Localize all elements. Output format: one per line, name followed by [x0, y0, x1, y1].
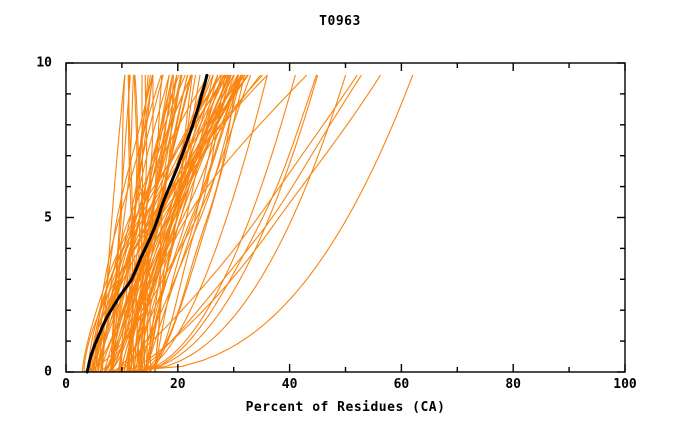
- y-tick-label-10: 10: [36, 55, 52, 71]
- prediction-curve: [134, 74, 362, 373]
- prediction-curve: [144, 74, 223, 373]
- prediction-curve-outlier: [138, 74, 268, 373]
- x-axis-label: Percent of Residues (CA): [245, 400, 446, 415]
- x-tick-label-20: 20: [169, 377, 186, 392]
- prediction-curve: [100, 74, 263, 373]
- x-tick-label-80: 80: [505, 377, 522, 392]
- prediction-curve: [138, 74, 239, 373]
- prediction-curve: [149, 74, 246, 373]
- prediction-curve: [126, 74, 149, 373]
- prediction-curve: [127, 74, 135, 373]
- axes-layer: [65, 62, 626, 373]
- prediction-curve: [111, 74, 219, 373]
- prediction-curve-outlier: [115, 74, 414, 373]
- prediction-curve: [124, 74, 381, 373]
- prediction-curve: [111, 74, 358, 373]
- prediction-curve: [154, 74, 243, 373]
- x-tick-label-0: 0: [62, 377, 70, 392]
- y-tick-label-0: 0: [44, 364, 52, 380]
- median-curve: [85, 73, 209, 374]
- prediction-curve-outlier: [126, 74, 319, 373]
- prediction-curve-outlier: [124, 74, 347, 373]
- y-tick-label-5: 5: [44, 210, 52, 225]
- prediction-curve: [91, 74, 246, 373]
- prediction-curves-layer: [81, 74, 414, 373]
- prediction-curve: [146, 74, 229, 373]
- prediction-curve: [146, 74, 208, 373]
- prediction-curve: [94, 74, 153, 373]
- prediction-curve: [128, 74, 132, 373]
- prediction-curve: [133, 74, 140, 373]
- prediction-curve: [134, 74, 152, 373]
- x-tick-label-100: 100: [613, 377, 637, 392]
- prediction-curve: [139, 74, 317, 373]
- prediction-curve-outlier: [132, 74, 296, 373]
- page-title: T0963: [319, 14, 361, 29]
- x-tick-label-40: 40: [281, 377, 298, 392]
- prediction-curve: [139, 74, 174, 373]
- prediction-curve: [147, 74, 226, 373]
- prediction-curve-outlier: [110, 74, 131, 373]
- prediction-curve: [111, 74, 126, 373]
- x-tick-label-60: 60: [393, 377, 410, 392]
- prediction-curve: [140, 74, 144, 373]
- prediction-curve: [112, 74, 186, 373]
